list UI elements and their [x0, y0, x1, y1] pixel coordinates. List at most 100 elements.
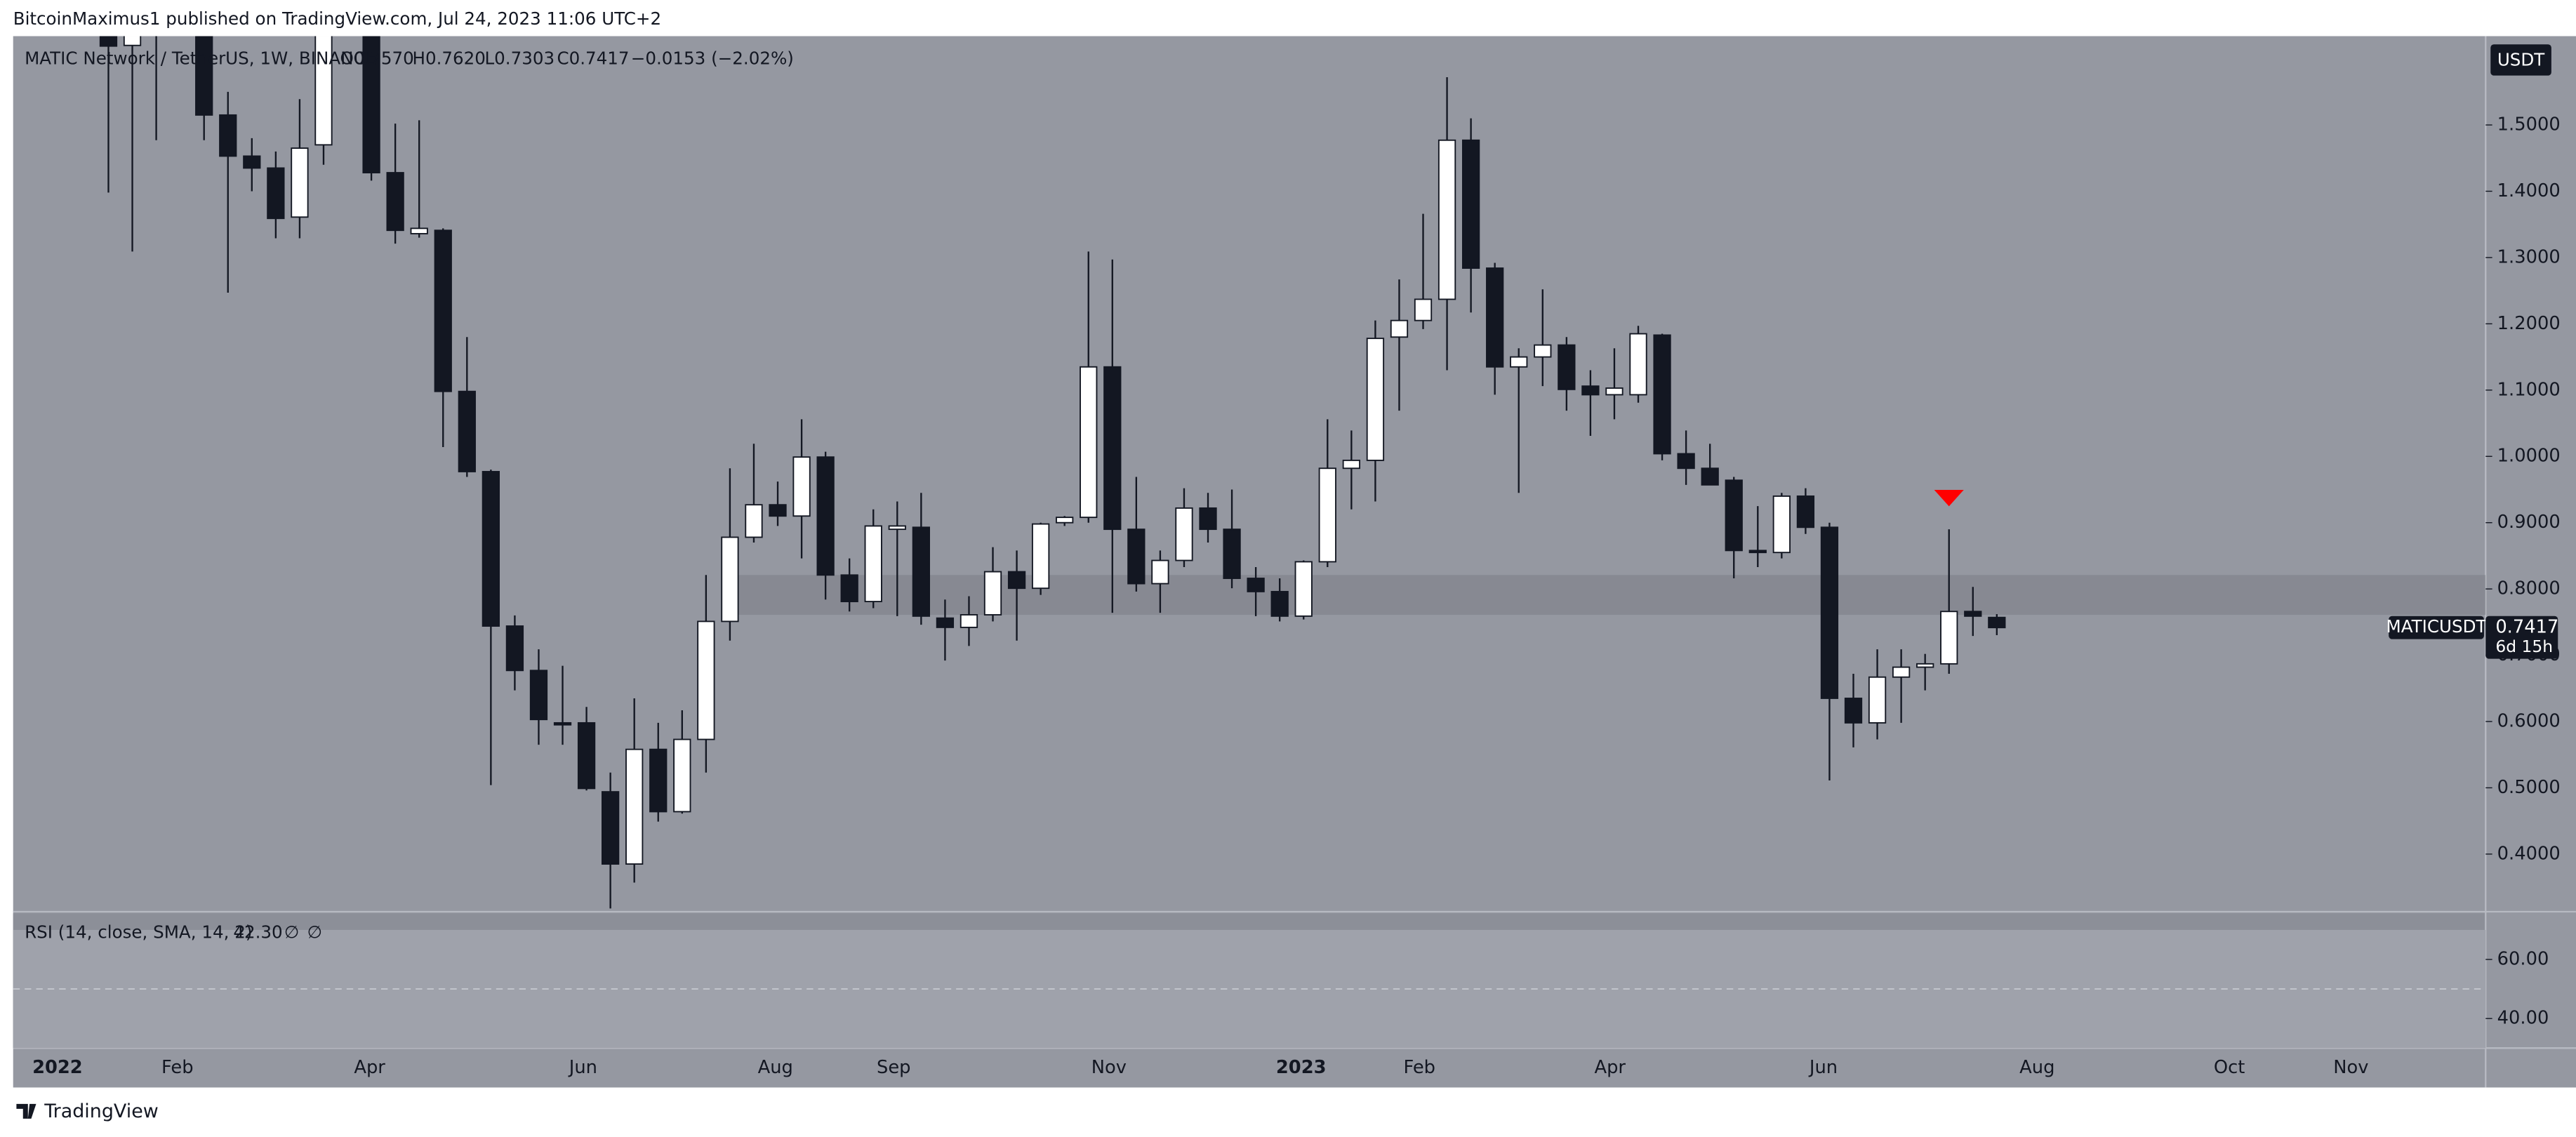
candle-body	[697, 620, 715, 740]
candle-body	[721, 536, 739, 623]
candle-body	[1916, 663, 1934, 668]
y-tick-label: 0.5000	[2497, 777, 2561, 798]
candle-body	[601, 791, 620, 865]
countdown-label: 6d 15h	[2495, 637, 2553, 656]
candle-body	[314, 36, 333, 146]
x-tick-label: 2022	[32, 1057, 83, 1078]
support-zone	[736, 575, 2486, 615]
candle-body	[219, 114, 237, 157]
candle-body	[1796, 495, 1815, 528]
candle-body	[1605, 387, 1624, 396]
candle-body	[792, 456, 811, 517]
y-tick-label: 0.6000	[2497, 711, 2561, 732]
candle-body	[195, 36, 213, 116]
candle-body	[1988, 616, 2006, 629]
x-tick-label: Aug	[758, 1057, 793, 1078]
x-tick-label: Feb	[1403, 1057, 1435, 1078]
candle-body	[1820, 526, 1839, 699]
candle-body	[840, 574, 858, 603]
legend-text: L0.7303	[484, 48, 555, 68]
overlay: 0.40000.50000.60000.70000.80000.90001.00…	[25, 44, 2561, 1078]
tradingview-logo	[16, 1103, 36, 1119]
y-tick-label: 0.9000	[2497, 512, 2561, 533]
candle-body	[745, 504, 763, 538]
candle-body	[960, 614, 978, 628]
candle-body	[864, 525, 882, 603]
candle-body	[1103, 366, 1122, 531]
candle-body	[577, 722, 596, 790]
candle-body	[434, 230, 452, 392]
candle-body	[1581, 385, 1600, 396]
candle-body	[1772, 495, 1791, 554]
legend-text: −0.0153 (−2.02%)	[631, 48, 794, 68]
x-tick-label: Feb	[161, 1057, 194, 1078]
price-box	[2485, 616, 2558, 659]
candle-body	[1080, 366, 1098, 519]
candle-body	[1007, 571, 1026, 590]
candle-body	[123, 36, 142, 46]
candle-body	[625, 748, 644, 865]
x-tick-label: 2023	[1276, 1057, 1327, 1078]
candle-body	[1964, 611, 1982, 617]
candle-body	[649, 748, 668, 813]
candle-body	[553, 722, 572, 726]
symbol-label: MATICUSDT	[2386, 616, 2488, 637]
candle-body	[1725, 479, 1743, 552]
legend-text: C0.7417	[557, 48, 629, 68]
candle-body	[1390, 319, 1409, 338]
candle-body	[1151, 559, 1169, 585]
candle-body	[816, 456, 835, 576]
footer-brand: TradingView	[44, 1101, 159, 1122]
candle-body	[1175, 507, 1193, 561]
candle-body	[1342, 459, 1360, 470]
candle-body	[458, 390, 476, 472]
y-tick-label: 1.3000	[2497, 246, 2561, 267]
x-tick-label: Sep	[877, 1057, 911, 1078]
candle-body	[1629, 333, 1647, 396]
y-tick-label: 1.5000	[2497, 114, 2561, 135]
x-tick-label: Apr	[354, 1057, 385, 1078]
candle-body	[243, 155, 261, 169]
candle-body	[1414, 298, 1433, 321]
candle-body	[1748, 550, 1767, 554]
candle-body	[1892, 666, 1911, 678]
candle-body	[1438, 139, 1456, 300]
candle-body	[1940, 611, 1958, 665]
y-tick-label: 1.2000	[2497, 313, 2561, 334]
candle-body	[1223, 528, 1241, 579]
candle-body	[1534, 344, 1552, 358]
candle-body	[386, 172, 404, 232]
x-tick-label: Jun	[1808, 1057, 1838, 1078]
publisher-line: BitcoinMaximus1 published on TradingView…	[13, 8, 661, 29]
rsi-extra: ∅	[284, 922, 299, 942]
x-tick-label: Apr	[1594, 1057, 1626, 1078]
candle-body	[410, 227, 428, 234]
last-price-label: 0.7417	[2495, 617, 2558, 638]
legend-text: O0.7570	[340, 48, 413, 68]
candle-body	[1031, 523, 1050, 590]
x-tick-label: Oct	[2214, 1057, 2245, 1078]
currency-box	[2490, 44, 2551, 76]
candle-body	[983, 571, 1002, 616]
y-tick-label: 0.4000	[2497, 843, 2561, 864]
candle-body	[673, 738, 691, 813]
rsi-tick-label: 40.00	[2497, 1008, 2549, 1029]
candle-body	[1127, 528, 1146, 585]
candle-body	[1199, 507, 1217, 531]
candle-body	[1366, 338, 1385, 461]
candle-body	[362, 36, 380, 173]
annotation-arrow	[1934, 489, 1964, 507]
candle-body	[1510, 356, 1528, 368]
price-pane	[99, 36, 2486, 909]
x-tick-label: Aug	[2019, 1057, 2054, 1078]
candle-body	[912, 526, 930, 617]
rsi-pane	[13, 929, 2486, 1049]
y-tick-label: 1.0000	[2497, 446, 2561, 467]
candle-body	[1247, 578, 1265, 592]
y-tick-label: 0.8000	[2497, 578, 2561, 599]
rsi-value: 42.30	[233, 922, 282, 942]
candle-body	[1056, 517, 1074, 524]
x-tick-label: Nov	[1091, 1057, 1127, 1078]
candle-body	[936, 617, 955, 628]
